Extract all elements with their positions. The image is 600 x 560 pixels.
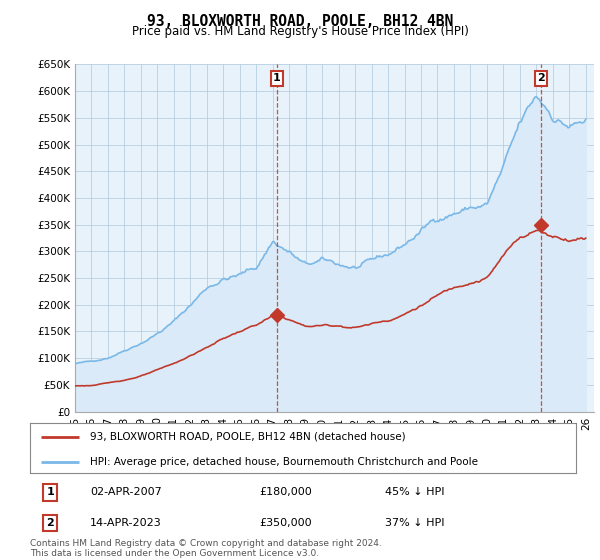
Text: 02-APR-2007: 02-APR-2007 [90,487,162,497]
Text: 2: 2 [46,518,54,528]
Text: Price paid vs. HM Land Registry's House Price Index (HPI): Price paid vs. HM Land Registry's House … [131,25,469,38]
Text: 45% ↓ HPI: 45% ↓ HPI [385,487,445,497]
Text: 93, BLOXWORTH ROAD, POOLE, BH12 4BN: 93, BLOXWORTH ROAD, POOLE, BH12 4BN [147,14,453,29]
Text: £350,000: £350,000 [259,518,312,528]
Text: 93, BLOXWORTH ROAD, POOLE, BH12 4BN (detached house): 93, BLOXWORTH ROAD, POOLE, BH12 4BN (det… [90,432,406,442]
Text: 1: 1 [46,487,54,497]
Text: 1: 1 [273,73,281,83]
Text: HPI: Average price, detached house, Bournemouth Christchurch and Poole: HPI: Average price, detached house, Bour… [90,457,478,467]
Text: 37% ↓ HPI: 37% ↓ HPI [385,518,445,528]
Text: £180,000: £180,000 [259,487,312,497]
Text: 14-APR-2023: 14-APR-2023 [90,518,162,528]
Text: 2: 2 [537,73,545,83]
Text: Contains HM Land Registry data © Crown copyright and database right 2024.
This d: Contains HM Land Registry data © Crown c… [30,539,382,558]
